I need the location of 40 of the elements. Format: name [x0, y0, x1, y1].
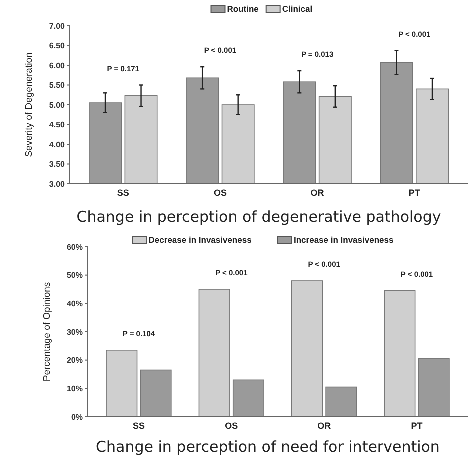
x-tick-label: PT	[408, 188, 421, 198]
y-tick-label: 20%	[66, 356, 83, 366]
y-tick-label: 30%	[66, 328, 83, 337]
bar	[384, 290, 416, 418]
bar	[292, 280, 324, 418]
legend-label: Clinical	[282, 4, 313, 14]
y-tick-label: 3.50	[49, 160, 66, 170]
bar	[326, 386, 358, 418]
y-tick-label: 50%	[66, 271, 83, 280]
text: Change in perception of need for intervention	[96, 438, 440, 456]
y-tick-label: 10%	[66, 384, 83, 394]
y-tick-label: 7.00	[49, 22, 66, 31]
x-tick-label: OR	[310, 188, 325, 198]
bar	[418, 358, 450, 418]
legend-label: Decrease in Invasiveness	[148, 235, 252, 245]
x-tick-label: PT	[411, 421, 424, 431]
y-tick-label: 3.00	[49, 180, 66, 189]
legend-label: Routine	[227, 4, 260, 14]
y-tick-label: 60%	[66, 242, 83, 252]
legend-label: Increase in Invasiveness	[294, 235, 394, 245]
y-tick-label: 5.50	[49, 81, 66, 90]
y-axis-title: Severity of Degeneration	[24, 52, 35, 158]
x-tick-label: OR	[318, 421, 332, 431]
bar	[232, 380, 264, 418]
bar	[106, 350, 138, 418]
y-tick-label: 4.00	[49, 140, 66, 150]
y-tick-label: 40%	[66, 299, 83, 308]
y-axis-title: Percentage of Opinions	[42, 282, 53, 382]
x-tick-label: OS	[225, 421, 238, 431]
x-tick-label: SS	[132, 421, 145, 431]
y-tick-label: 5.00	[49, 100, 66, 110]
text: Change in perception of degenerative pathology	[76, 208, 442, 226]
y-tick-label: 6.50	[49, 42, 66, 51]
bar	[198, 289, 230, 418]
y-tick-label: 0%	[71, 412, 83, 422]
y-tick-label: 4.50	[49, 120, 66, 130]
x-tick-label: SS	[117, 188, 130, 198]
bar	[140, 370, 172, 418]
y-tick-label: 6.00	[49, 61, 66, 70]
x-tick-label: OS	[214, 188, 227, 198]
